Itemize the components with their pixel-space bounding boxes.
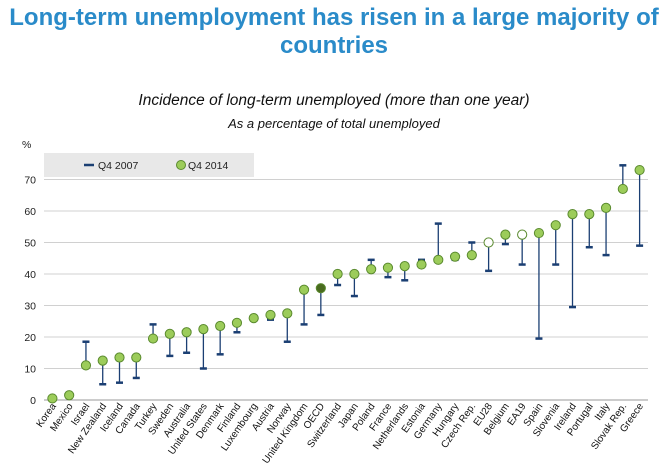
marker-q4-2014-greece <box>634 164 645 176</box>
marker-q4-2014-germany <box>433 254 444 265</box>
y-tick-label-70: 70 <box>24 175 36 187</box>
marker-q4-2014-slovak-rep <box>617 183 628 195</box>
marker-q4-2014-poland <box>366 264 377 275</box>
marker-q4-2014-turkey <box>147 333 159 344</box>
y-tick-label-40: 40 <box>24 269 36 281</box>
y-axis-label: % <box>22 139 31 151</box>
marker-q4-2014-hungary <box>449 251 461 262</box>
marker-q4-2014-finland <box>231 317 243 328</box>
marker-q4-2014-oecd <box>315 283 326 294</box>
y-tick-label-0: 0 <box>30 395 36 407</box>
marker-layer <box>47 164 645 404</box>
title-line-2: countries <box>279 32 389 59</box>
title-line-1: Long-term unemployment has risen in a la… <box>9 4 659 31</box>
marker-q4-2014-ireland <box>567 209 578 220</box>
marker-q4-2014-iceland <box>114 352 125 363</box>
marker-q4-2014-france <box>382 262 394 273</box>
marker-q4-2014-belgium <box>500 229 511 240</box>
stem-layer <box>51 165 641 399</box>
marker-q4-2014-canada <box>131 352 142 363</box>
marker-q4-2014-slovenia <box>550 220 561 231</box>
marker-q4-2014-israel <box>80 360 92 371</box>
marker-q4-2014-netherlands <box>399 261 410 272</box>
marker-q4-2014-united-kingdom <box>298 284 310 295</box>
legend-label-q4-2014: Q4 2014 <box>188 160 228 172</box>
marker-q4-2014-luxembourg <box>248 313 259 324</box>
marker-q4-2014-denmark <box>215 320 226 332</box>
chart-title: Incidence of long-term unemployed (more … <box>138 92 530 109</box>
chart-subtitle: As a percentage of total unemployed <box>228 116 440 131</box>
grid-layer <box>44 179 648 401</box>
page-title: Long-term unemployment has risen in a la… <box>0 4 668 60</box>
legend: Q4 2007 Q4 2014 <box>44 153 254 177</box>
marker-q4-2014-new-zealand <box>97 355 108 366</box>
marker-q4-2014-korea <box>47 393 58 404</box>
y-tick-label-30: 30 <box>24 301 36 313</box>
y-tick-label-20: 20 <box>24 332 36 344</box>
marker-q4-2014-sweden <box>164 328 175 339</box>
marker-q4-2014-italy <box>600 202 612 213</box>
marker-q4-2014-czech-rep <box>466 250 477 261</box>
marker-q4-2014-ea19 <box>517 229 528 240</box>
marker-q4-2014-estonia <box>416 259 427 270</box>
marker-q4-2014-spain <box>533 227 545 239</box>
marker-q4-2014-japan <box>349 268 360 280</box>
legend-background <box>44 153 254 177</box>
marker-q4-2014-mexico <box>64 390 75 401</box>
legend-label-q4-2007: Q4 2007 <box>98 160 138 172</box>
marker-q4-2014-norway <box>282 308 293 319</box>
marker-q4-2014-switzerland <box>332 268 343 280</box>
marker-q4-2014-eu28 <box>483 237 494 248</box>
marker-q4-2014-australia <box>181 327 192 338</box>
y-tick-label-60: 60 <box>24 206 36 218</box>
legend-marker-q4-2014 <box>176 160 186 170</box>
marker-q4-2014-united-states <box>198 324 209 335</box>
marker-q4-2014-austria <box>265 309 276 321</box>
y-tick-label-10: 10 <box>24 364 36 376</box>
marker-q4-2014-portugal <box>584 209 595 220</box>
y-tick-label-50: 50 <box>24 238 36 250</box>
